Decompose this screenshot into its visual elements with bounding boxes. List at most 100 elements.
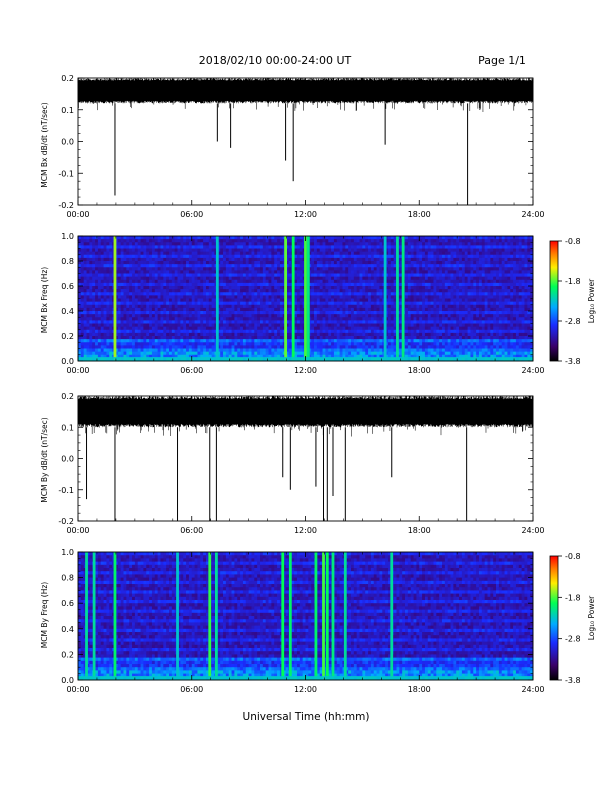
spectrogram-cell	[311, 282, 315, 287]
spectrogram-cell	[132, 251, 136, 256]
spectrogram-cell	[83, 273, 87, 278]
spectrogram-cell	[245, 289, 250, 293]
spectrogram-cell	[126, 286, 130, 290]
spectrogram-cell	[151, 348, 156, 353]
spectrogram-cell	[80, 286, 85, 290]
spectrogram-cell	[154, 254, 159, 259]
spectrogram-cell	[407, 264, 412, 268]
spectrogram-cell	[174, 301, 178, 306]
spectrogram-cell	[248, 292, 252, 296]
spectrogram-cell	[191, 311, 195, 315]
spectrogram-cell	[197, 320, 201, 324]
spectrogram-cell	[157, 242, 161, 246]
spectrogram-cell	[183, 301, 187, 306]
spectrogram-cell	[342, 248, 346, 253]
spectrogram-cell	[223, 261, 227, 265]
spectrogram-cell	[169, 311, 173, 315]
spectrogram-cell	[419, 254, 423, 259]
spectrogram-cell	[231, 342, 235, 346]
spectrogram-cell	[225, 257, 230, 262]
spectrogram-cell	[95, 298, 99, 303]
spectrogram-cell	[97, 282, 102, 287]
spectrogram-cell	[345, 292, 349, 296]
spectrogram-cell	[314, 270, 318, 274]
spectrogram-cell	[120, 311, 124, 315]
spectrogram-cell	[242, 257, 247, 262]
spectrogram-cell	[200, 345, 204, 349]
spectrogram-cell	[265, 264, 269, 268]
spectrogram-cell	[342, 282, 346, 287]
spectrogram-cell	[299, 354, 304, 359]
spectrogram-cell	[311, 307, 315, 312]
spectrogram-cell	[254, 336, 258, 340]
spectrogram-cell	[180, 245, 184, 249]
spectrogram-cell	[277, 323, 281, 328]
spectrogram-cell	[100, 289, 104, 293]
spectrogram-cell	[132, 270, 136, 274]
spectrogram-cell	[254, 320, 258, 324]
spectrogram-cell	[177, 251, 181, 256]
spectrogram-cell	[95, 339, 99, 343]
spectrogram-cell	[274, 286, 278, 290]
spectrogram-cell	[180, 342, 184, 346]
spectrogram-cell	[413, 317, 417, 321]
spectrogram-cell	[228, 270, 232, 274]
spectrogram-cell	[225, 261, 230, 265]
spectrogram-cell	[333, 236, 338, 240]
spectrogram-cell	[188, 304, 193, 309]
spectrogram-cell	[183, 348, 187, 353]
spectrogram-cell	[416, 339, 420, 343]
spectrogram-cell	[393, 257, 397, 262]
spectrogram-cell	[217, 332, 221, 337]
spectrogram-cell	[183, 236, 187, 240]
spectrogram-cell	[169, 301, 173, 306]
spectrogram-cell	[296, 279, 301, 284]
y-tick-label: -0.2	[58, 201, 74, 210]
spectrogram-cell	[154, 295, 159, 299]
spectrogram-cell	[405, 342, 409, 346]
spectrogram-cell	[254, 354, 258, 359]
spectrogram-cell	[217, 304, 221, 309]
spectrogram-cell	[251, 276, 255, 281]
spectrogram-cell	[234, 345, 238, 349]
spectrogram-cell	[197, 351, 201, 356]
spectrogram-cell	[208, 276, 213, 281]
spectrogram-cell	[257, 295, 261, 299]
spectrogram-cell	[368, 314, 372, 318]
spectrogram-cell	[217, 339, 221, 343]
spectrogram-cell	[242, 273, 247, 278]
spectrogram-cell	[217, 254, 221, 259]
spectrogram-cell	[240, 342, 244, 346]
spectrogram-cell	[288, 270, 292, 274]
spectrogram-cell	[288, 336, 292, 340]
spectrogram-cell	[308, 323, 312, 328]
spectrogram-cell	[157, 239, 161, 243]
spectrogram-cell	[134, 257, 139, 262]
spectrogram-cell	[322, 254, 326, 259]
spectrogram-cell	[274, 245, 278, 249]
spectrogram-cell	[132, 282, 136, 287]
spectrogram-cell	[157, 314, 161, 318]
spectrogram-cell	[217, 276, 221, 281]
spectrogram-cell	[177, 292, 181, 296]
spectrogram-cell	[251, 292, 255, 296]
spectrogram-cell	[197, 254, 201, 259]
spectrogram-cell	[345, 311, 349, 315]
spectrogram-cell	[134, 332, 139, 337]
spectrogram-cell	[368, 301, 372, 306]
spectrogram-cell	[95, 326, 99, 331]
spectrogram-cell	[316, 279, 321, 284]
spectrogram-cell	[231, 248, 235, 253]
spectrogram-cell	[308, 282, 312, 287]
spectrogram-cell	[325, 304, 329, 309]
spectrogram-cell	[348, 239, 352, 243]
spectrogram-cell	[254, 295, 258, 299]
spectrogram-cell	[151, 267, 156, 271]
spectrogram-cell	[126, 257, 130, 262]
spectrogram-cell	[370, 332, 375, 337]
spectrogram-cell	[413, 276, 417, 281]
spectrogram-cell	[251, 311, 255, 315]
spectrogram-cell	[120, 273, 124, 278]
spectrogram-cell	[114, 239, 119, 243]
spectrogram-cell	[92, 301, 96, 306]
